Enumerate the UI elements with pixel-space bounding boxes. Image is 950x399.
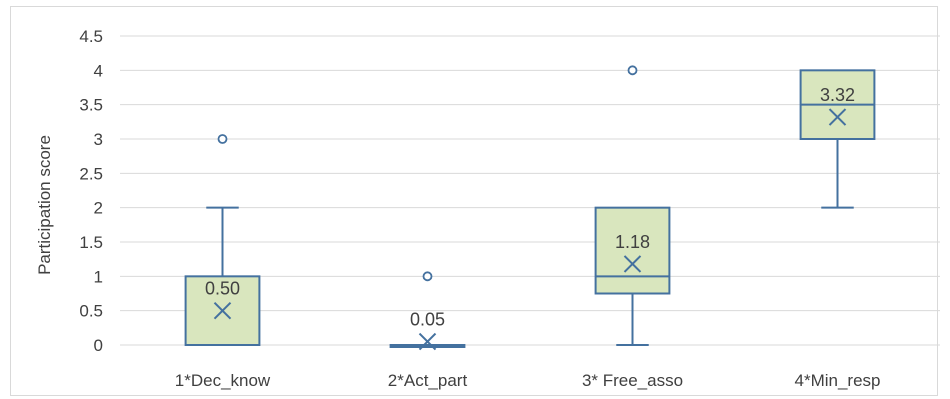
mean-data-label: 3.32 (820, 85, 855, 105)
x-tick-label: 4*Min_resp (795, 371, 881, 390)
chart-frame (10, 6, 938, 396)
y-tick-label: 4 (94, 61, 103, 80)
mean-marker (828, 108, 847, 126)
mean-data-label: 0.50 (205, 279, 240, 299)
box-group: 0.05 (389, 271, 466, 351)
box-group: 1.18 (594, 65, 671, 346)
mean-marker (213, 301, 232, 320)
box-group: 0.50 (184, 134, 261, 347)
y-tick-label: 0 (94, 336, 103, 355)
outlier-point (627, 65, 638, 76)
outlier-point (422, 271, 433, 282)
mean-marker (623, 255, 642, 273)
y-tick-label: 0.5 (79, 302, 103, 321)
mean-data-label: 0.05 (410, 310, 445, 330)
mean-marker (418, 332, 437, 351)
y-tick-label: 1.5 (79, 233, 103, 252)
y-tick-label: 2.5 (79, 164, 103, 183)
x-axis-ticks: 1*Dec_know 2*Act_part 3* Free_asso 4*Min_re… (175, 371, 881, 390)
outlier-point (217, 134, 228, 144)
x-tick-label: 3* Free_asso (582, 371, 683, 390)
y-axis-label: Participation score (35, 135, 54, 275)
y-axis-ticks: 0 0.5 1 1.5 2 2.5 3 3.5 4 4.5 (79, 27, 103, 355)
x-tick-label: 2*Act_part (388, 371, 468, 390)
box-group: 3.32 (799, 69, 876, 209)
box-iqr (594, 206, 671, 295)
box-series: 0.50 0.05 1.18 3.32 (184, 65, 876, 351)
mean-data-label: 1.18 (615, 232, 650, 252)
y-tick-label: 3 (94, 130, 103, 149)
y-tick-label: 4.5 (79, 27, 103, 46)
y-tick-label: 3.5 (79, 96, 103, 115)
y-tick-label: 1 (94, 267, 103, 286)
y-tick-label: 2 (94, 199, 103, 218)
x-tick-label: 1*Dec_know (175, 371, 271, 390)
